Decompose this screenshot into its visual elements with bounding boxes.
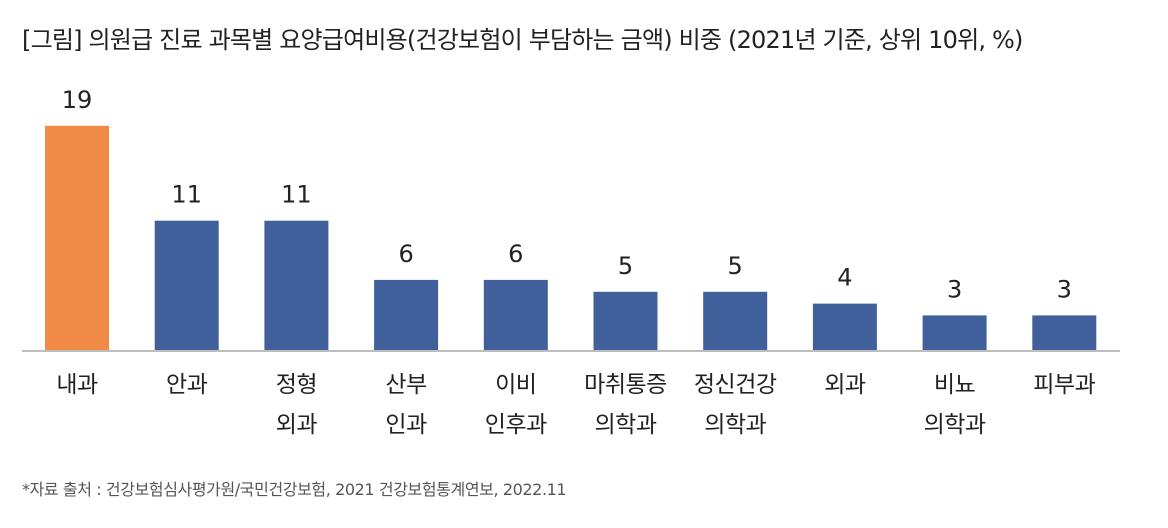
data-label-6: 5 <box>618 252 633 280</box>
category-label-9-line-1: 비뇨 <box>934 372 975 398</box>
category-label-3-line-2: 외과 <box>276 412 318 438</box>
data-label-4: 6 <box>398 240 413 268</box>
bar-7 <box>703 291 768 352</box>
data-label-10: 3 <box>1057 275 1072 303</box>
data-label-8: 4 <box>837 264 852 292</box>
data-label-2: 11 <box>171 181 202 209</box>
category-label-5-line-1: 이비 <box>495 372 536 398</box>
category-label-1: 내과 <box>56 372 98 398</box>
data-label-5: 6 <box>508 240 523 268</box>
bar-6 <box>593 291 658 352</box>
data-label-3: 11 <box>281 181 312 209</box>
category-label-7-line-2: 의학과 <box>704 412 766 438</box>
category-label-10: 피부과 <box>1033 372 1095 398</box>
category-label-6-line-1: 마취통증 <box>584 372 667 398</box>
bar-1 <box>45 125 109 351</box>
bar-4 <box>374 279 439 351</box>
source-note: *자료 출처 : 건강보험심사평가원/국민건강보험, 2021 건강보험통계연보… <box>22 480 567 499</box>
category-label-9-line-2: 의학과 <box>924 412 986 438</box>
bar-5 <box>483 279 548 351</box>
category-label-6-line-2: 의학과 <box>595 412 657 438</box>
category-label-4-line-1: 산부 <box>385 372 426 398</box>
data-labels-group: 19 11 11 6 6 5 5 4 3 3 <box>62 86 1072 304</box>
bar-9 <box>922 315 987 351</box>
category-label-7-line-1: 정신건강 <box>694 372 777 398</box>
data-label-7: 5 <box>728 252 743 280</box>
bar-8 <box>812 303 877 351</box>
bars-group <box>45 125 1097 352</box>
chart-title: [그림] 의원급 진료 과목별 요양급여비용(건강보험이 부담하는 금액) 비중… <box>22 26 1023 54</box>
category-label-4-line-2: 인과 <box>385 412 427 438</box>
data-label-1: 19 <box>62 86 93 114</box>
bar-3 <box>264 220 329 351</box>
bar-2 <box>154 220 219 351</box>
bar-10 <box>1032 315 1097 351</box>
data-label-9: 3 <box>947 275 962 303</box>
category-label-5-line-2: 인후과 <box>485 412 547 438</box>
category-label-8: 외과 <box>824 372 866 398</box>
category-label-3-line-1: 정형 <box>276 372 317 398</box>
category-label-2: 안과 <box>166 372 208 398</box>
